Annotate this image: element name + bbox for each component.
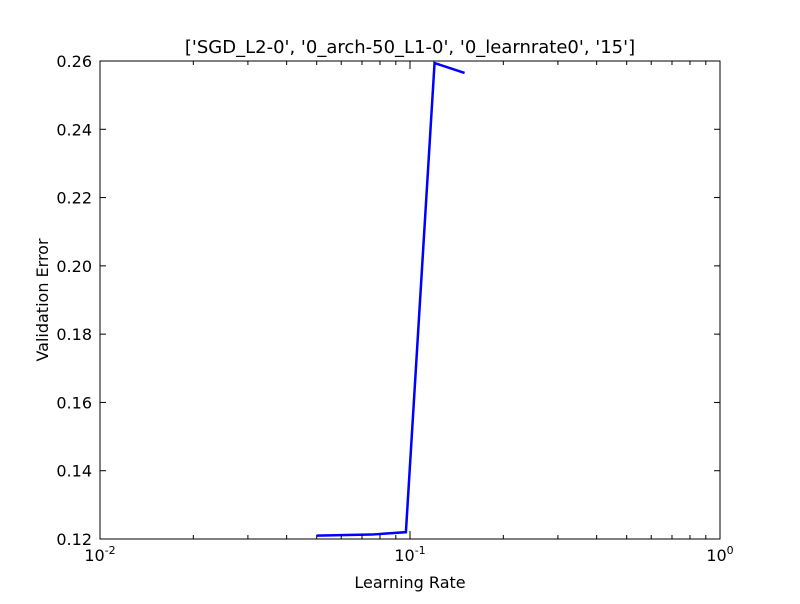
y-tick-label: 0.22 [56, 189, 92, 208]
x-axis-ticks: 10-2 10-1 100 [84, 61, 734, 565]
y-axis-ticks: 0.12 0.14 0.16 0.18 0.20 0.22 0.24 0.26 [56, 52, 720, 549]
y-axis-label: Validation Error [33, 238, 52, 362]
y-tick-label: 0.20 [56, 257, 92, 276]
x-tick-label: 10-2 [84, 544, 115, 565]
x-axis-label: Learning Rate [354, 573, 465, 592]
series-line-validation_error [316, 61, 465, 537]
x-tick-label: 100 [706, 544, 733, 565]
x-tick-label: 10-1 [394, 544, 425, 565]
y-tick-label: 0.24 [56, 120, 92, 139]
y-tick-label: 0.14 [56, 462, 92, 481]
y-tick-label: 0.26 [56, 52, 92, 71]
chart-title: ['SGD_L2-0', '0_arch-50_L1-0', '0_learnr… [185, 37, 635, 58]
series-layer [316, 61, 465, 537]
y-tick-label: 0.18 [56, 325, 92, 344]
y-tick-label: 0.12 [56, 530, 92, 549]
y-tick-label: 0.16 [56, 393, 92, 412]
